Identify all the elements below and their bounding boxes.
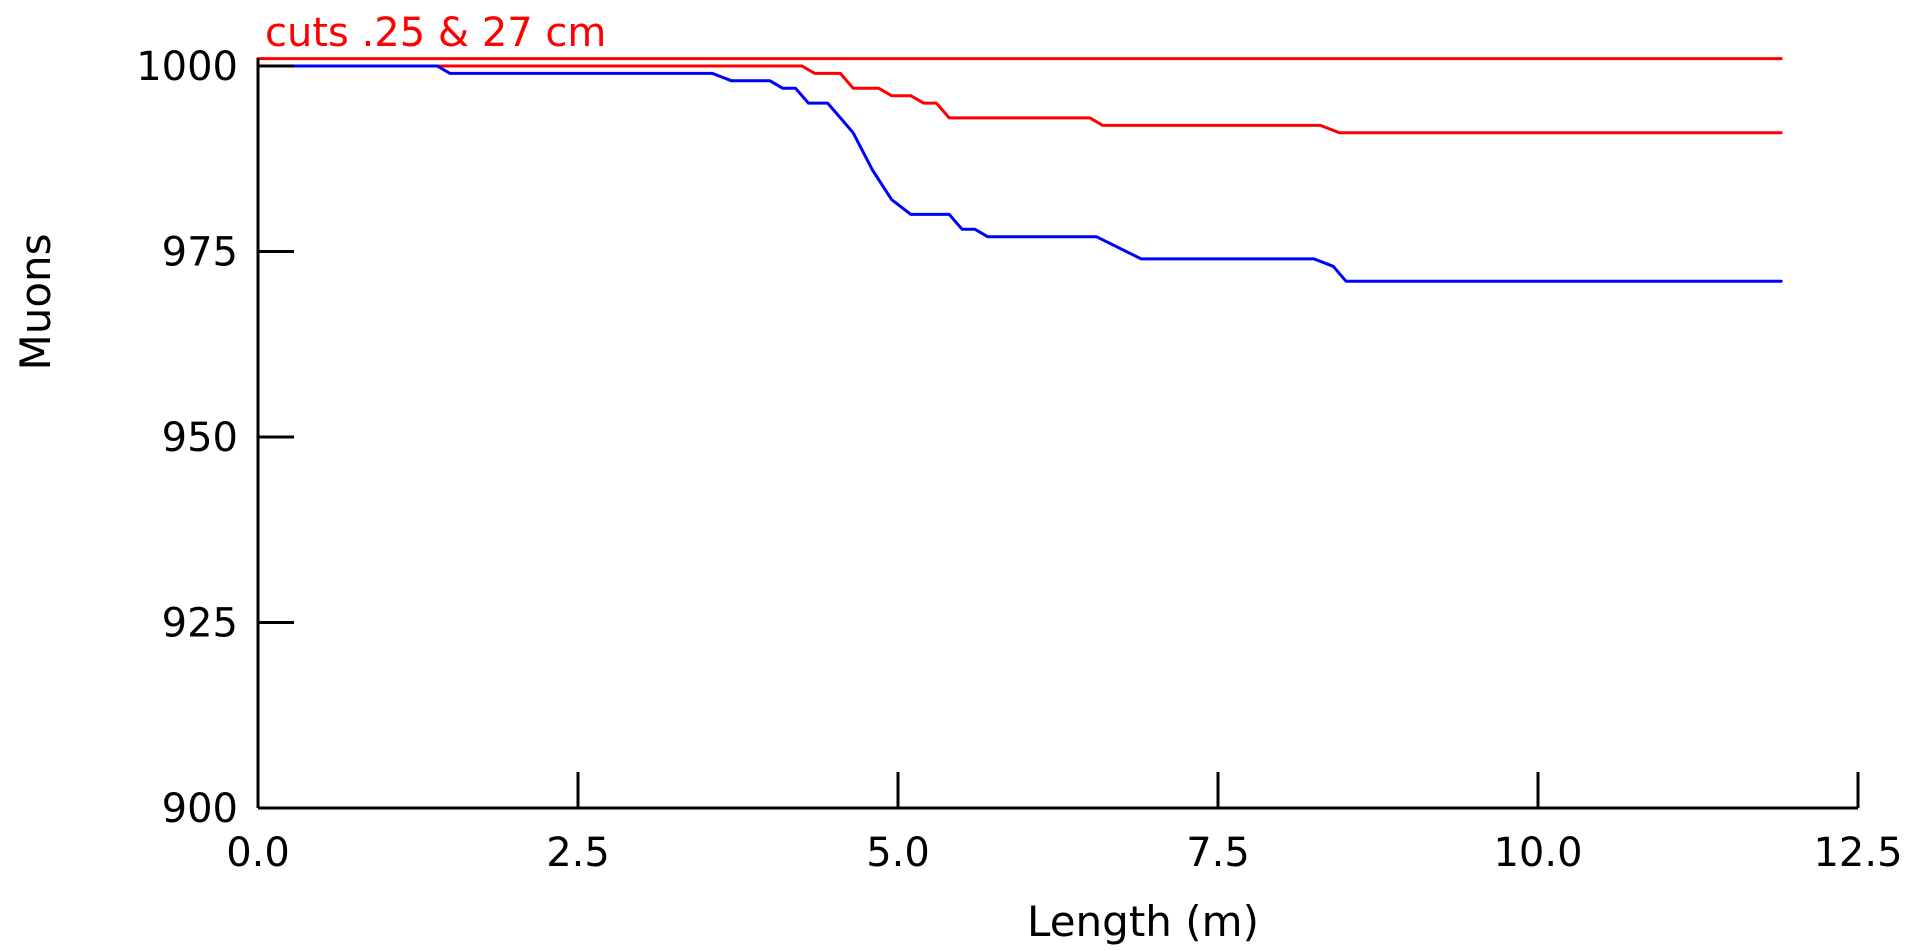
plot-lines (256, 57, 1783, 283)
x-axis-title: Length (m) (1027, 897, 1259, 946)
x-tick-label: 12.5 (1813, 830, 1902, 876)
y-tick-label: 925 (162, 601, 238, 647)
x-tick-label: 0.0 (226, 830, 290, 876)
y-tick-label: 900 (162, 786, 238, 832)
y-tick-label: 975 (162, 230, 238, 276)
axes (256, 58, 1858, 810)
x-tick-label: 5.0 (866, 830, 930, 876)
cuts-annotation: cuts .25 & 27 cm (265, 10, 606, 56)
y-axis-ticks: 900 925 950 975 1000 (136, 44, 294, 832)
y-tick-label: 1000 (136, 44, 238, 90)
x-tick-label: 10.0 (1493, 830, 1582, 876)
y-tick-label: 950 (162, 415, 238, 461)
series-line-3 (256, 64, 1783, 283)
x-tick-label: 7.5 (1186, 830, 1250, 876)
y-axis-title: Muons (11, 233, 60, 370)
x-axis-ticks: 0.0 2.5 5.0 7.5 10.0 12.5 (226, 772, 1903, 876)
series-line-2 (256, 64, 1783, 135)
x-tick-label: 2.5 (546, 830, 610, 876)
